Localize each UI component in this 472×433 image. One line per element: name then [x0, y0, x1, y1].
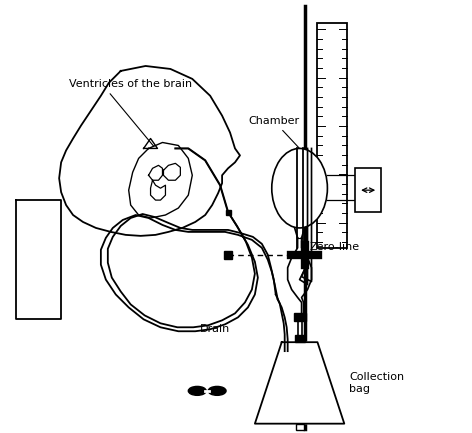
Bar: [295, 423, 303, 430]
Text: Chamber: Chamber: [248, 116, 326, 176]
Bar: [294, 313, 305, 321]
Bar: [295, 335, 304, 342]
Text: Collection
bag: Collection bag: [349, 372, 405, 394]
Text: Zero-line: Zero-line: [310, 242, 360, 252]
Ellipse shape: [188, 386, 206, 395]
Ellipse shape: [272, 149, 328, 228]
Bar: [226, 210, 230, 214]
Polygon shape: [129, 142, 192, 218]
Ellipse shape: [208, 386, 226, 395]
Polygon shape: [255, 342, 344, 423]
Text: Drain: Drain: [200, 324, 230, 334]
Bar: [355, 168, 381, 212]
Bar: [224, 251, 232, 259]
Bar: [318, 23, 347, 248]
Text: Ventricles of the brain: Ventricles of the brain: [69, 79, 192, 146]
